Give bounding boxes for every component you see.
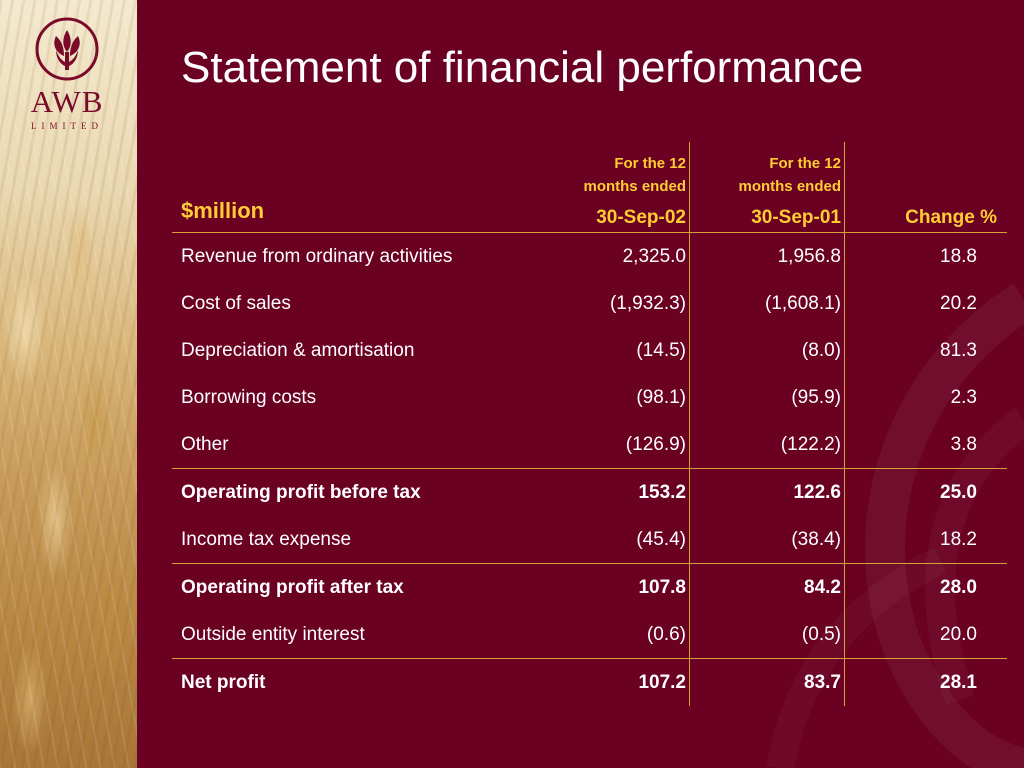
financial-table: $million For the 12 months ended 30-Sep-…: [172, 142, 1007, 706]
company-logo: AWB LIMITED: [8, 16, 126, 136]
column-header-2002: For the 12 months ended 30-Sep-02: [516, 142, 690, 233]
wheat-photo: [0, 0, 137, 768]
table-row-subtotal: Operating profit after tax 107.8 84.2 28…: [172, 563, 1007, 611]
unit-label: $million: [181, 198, 265, 223]
logo-name: AWB: [30, 84, 104, 119]
logo-subtitle: LIMITED: [31, 121, 103, 131]
slide-title: Statement of financial performance: [181, 43, 864, 92]
table-row: Outside entity interest (0.6) (0.5) 20.0: [172, 611, 1007, 659]
table-row: Depreciation & amortisation (14.5) (8.0)…: [172, 327, 1007, 374]
wheat-emblem-icon: [35, 17, 99, 81]
table-row: Other (126.9) (122.2) 3.8: [172, 421, 1007, 469]
table-row-subtotal: Operating profit before tax 153.2 122.6 …: [172, 468, 1007, 516]
table-row: Revenue from ordinary activities 2,325.0…: [172, 232, 1007, 280]
column-header-change: Change %: [844, 142, 1007, 233]
table-row-total: Net profit 107.2 83.7 28.1: [172, 658, 1007, 706]
column-header-2001: For the 12 months ended 30-Sep-01: [689, 142, 845, 233]
table-header-row: $million For the 12 months ended 30-Sep-…: [172, 142, 1007, 233]
table-row: Borrowing costs (98.1) (95.9) 2.3: [172, 374, 1007, 421]
table-row: Cost of sales (1,932.3) (1,608.1) 20.2: [172, 280, 1007, 327]
table-row: Income tax expense (45.4) (38.4) 18.2: [172, 516, 1007, 564]
unit-label-cell: $million: [172, 142, 516, 233]
